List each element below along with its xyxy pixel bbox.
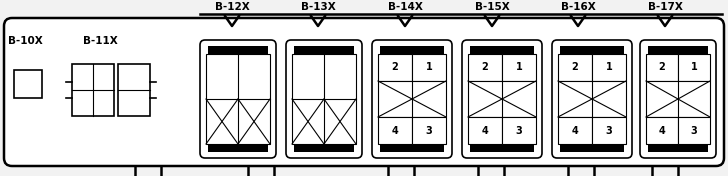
Bar [380, 144, 444, 152]
Bar [502, 54, 536, 81]
Text: 3: 3 [426, 125, 432, 136]
Text: B-12X: B-12X [215, 2, 250, 12]
Bar [380, 46, 444, 54]
Bar [72, 64, 114, 116]
Bar [292, 54, 356, 144]
Bar [648, 144, 708, 152]
Bar [560, 46, 624, 54]
Text: B-13X: B-13X [301, 2, 336, 12]
Text: 4: 4 [392, 125, 398, 136]
Bar [208, 46, 268, 54]
Bar [646, 54, 678, 81]
Bar [678, 117, 710, 144]
FancyBboxPatch shape [200, 40, 276, 158]
Text: B-17X: B-17X [648, 2, 682, 12]
Text: 2: 2 [482, 62, 488, 73]
Bar [592, 54, 626, 81]
Text: 3: 3 [515, 125, 523, 136]
Bar [412, 54, 446, 81]
Bar [378, 54, 412, 81]
Bar [592, 117, 626, 144]
Bar [560, 144, 624, 152]
Bar [470, 144, 534, 152]
Text: B-15X: B-15X [475, 2, 510, 12]
FancyBboxPatch shape [4, 18, 724, 166]
Text: 1: 1 [515, 62, 523, 73]
Bar [468, 81, 536, 117]
Text: 1: 1 [691, 62, 697, 73]
Bar [558, 117, 592, 144]
Bar [294, 144, 354, 152]
FancyBboxPatch shape [552, 40, 632, 158]
FancyBboxPatch shape [286, 40, 362, 158]
Bar [468, 54, 502, 81]
Bar [118, 64, 150, 116]
FancyBboxPatch shape [640, 40, 716, 158]
FancyBboxPatch shape [462, 40, 542, 158]
Text: B-10X: B-10X [8, 36, 43, 46]
Bar [558, 81, 626, 117]
Text: 1: 1 [606, 62, 612, 73]
Bar [378, 117, 412, 144]
Bar [468, 117, 502, 144]
Text: B-11X: B-11X [82, 36, 117, 46]
Bar [208, 144, 268, 152]
Text: 3: 3 [691, 125, 697, 136]
Bar [470, 46, 534, 54]
Bar [678, 54, 710, 81]
Text: 1: 1 [426, 62, 432, 73]
Text: 3: 3 [606, 125, 612, 136]
Bar [648, 46, 708, 54]
Text: B-14X: B-14X [387, 2, 422, 12]
Bar [294, 46, 354, 54]
Bar [502, 117, 536, 144]
Bar [558, 54, 592, 81]
Text: 4: 4 [659, 125, 665, 136]
Text: 4: 4 [571, 125, 578, 136]
Text: 2: 2 [571, 62, 578, 73]
Bar [646, 81, 710, 117]
Text: 2: 2 [659, 62, 665, 73]
Bar [646, 117, 678, 144]
FancyBboxPatch shape [372, 40, 452, 158]
Text: 4: 4 [482, 125, 488, 136]
Bar [378, 81, 446, 117]
Text: B-16X: B-16X [561, 2, 596, 12]
Bar [14, 70, 42, 98]
Bar [412, 117, 446, 144]
Text: 2: 2 [392, 62, 398, 73]
Bar [206, 54, 270, 144]
